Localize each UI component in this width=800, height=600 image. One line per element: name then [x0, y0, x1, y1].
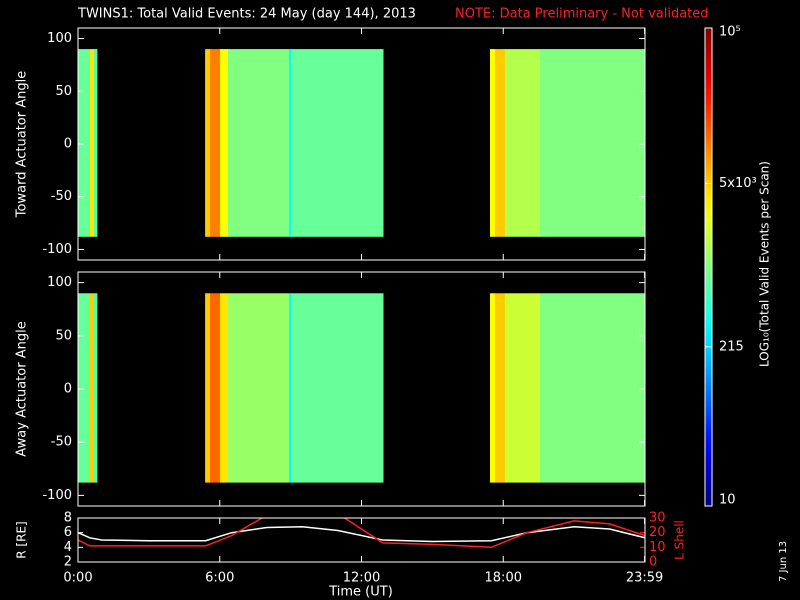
- y-axis-label: R [RE]: [15, 521, 29, 558]
- x-tick-label: 18:00: [485, 571, 522, 586]
- y-tick-label: 0: [64, 382, 72, 397]
- heatmap-cell: [228, 49, 290, 237]
- panel-frame: [77, 27, 646, 261]
- heatmap-cell: [291, 293, 384, 483]
- colorbar-tick-label: 215: [719, 339, 744, 354]
- heatmap-cell: [504, 49, 541, 237]
- heatmap-cell: [78, 49, 91, 237]
- heatmap-cell: [90, 49, 95, 237]
- colorbar-tick-label: 5x10³: [719, 176, 757, 191]
- colorbar: [704, 27, 713, 507]
- heatmap-cell: [288, 49, 292, 237]
- heatmap-cell: [490, 293, 496, 483]
- y-axis-label: Away Actuator Angle: [15, 321, 30, 456]
- heatmap-cell: [490, 49, 496, 237]
- y-tick-label: 50: [55, 84, 72, 99]
- heatmap-cell: [205, 49, 211, 237]
- heatmap-cell: [494, 49, 506, 237]
- chart-title: TWINS1: Total Valid Events: 24 May (day …: [77, 7, 416, 22]
- y2-axis-label: L Shell: [673, 520, 687, 560]
- heatmap-cell: [228, 293, 290, 483]
- x-tick-label: 23:59: [626, 571, 663, 586]
- heatmap-cell: [205, 293, 211, 483]
- date-stamp: 7 Jun 13: [778, 541, 789, 582]
- heatmap-cell: [291, 49, 384, 237]
- y-tick-label: -50: [51, 189, 72, 204]
- colorbar-label: LOG₁₀(Total Valid Events per Scan): [758, 161, 772, 367]
- panel-frame: [77, 517, 646, 563]
- x-axis-label: Time (UT): [328, 585, 393, 600]
- heatmap-cell: [94, 293, 98, 483]
- heatmap-cell: [288, 293, 292, 483]
- y-tick-label: 8: [64, 511, 72, 526]
- heatmap-cell: [540, 49, 646, 237]
- heatmap-cell: [219, 293, 229, 483]
- panel-frame: [77, 271, 646, 507]
- y-tick-label: 2: [64, 555, 72, 570]
- line-series: [78, 526, 645, 543]
- heatmap-cell: [94, 49, 98, 237]
- line-series: [78, 518, 645, 549]
- heatmap-cell: [78, 293, 91, 483]
- y-axis-label: Toward Actuator Angle: [15, 71, 30, 218]
- colorbar-tick-label: 10⁵: [719, 25, 741, 40]
- y-tick-label: -50: [51, 435, 72, 450]
- y2-tick-label: 0: [649, 555, 657, 570]
- heatmap-cell: [494, 293, 506, 483]
- heatmap-cell: [540, 293, 646, 483]
- heatmap-cell: [210, 293, 221, 483]
- y2-tick-label: 30: [649, 511, 666, 526]
- y-tick-label: 50: [55, 328, 72, 343]
- heatmap-cell: [219, 49, 229, 237]
- y2-tick-label: 10: [649, 540, 666, 555]
- x-tick-label: 12:00: [343, 571, 380, 586]
- colorbar-tick-label: 10: [719, 493, 736, 508]
- x-tick-label: 0:00: [63, 571, 92, 586]
- line-plot-area: [78, 518, 645, 549]
- y2-tick-label: 20: [649, 525, 666, 540]
- x-tick-label: 6:00: [205, 571, 234, 586]
- y-tick-label: -100: [42, 242, 72, 257]
- y-tick-label: 4: [64, 540, 72, 555]
- y-tick-label: 0: [64, 137, 72, 152]
- y-tick-label: 6: [64, 525, 72, 540]
- y-tick-label: 100: [47, 275, 72, 290]
- heatmap-cell: [90, 293, 95, 483]
- heatmap-cell: [504, 293, 541, 483]
- note: NOTE: Data Preliminary - Not validated: [455, 7, 709, 22]
- y-tick-label: -100: [42, 488, 72, 503]
- heatmap-cell: [210, 49, 221, 237]
- y-tick-label: 100: [47, 31, 72, 46]
